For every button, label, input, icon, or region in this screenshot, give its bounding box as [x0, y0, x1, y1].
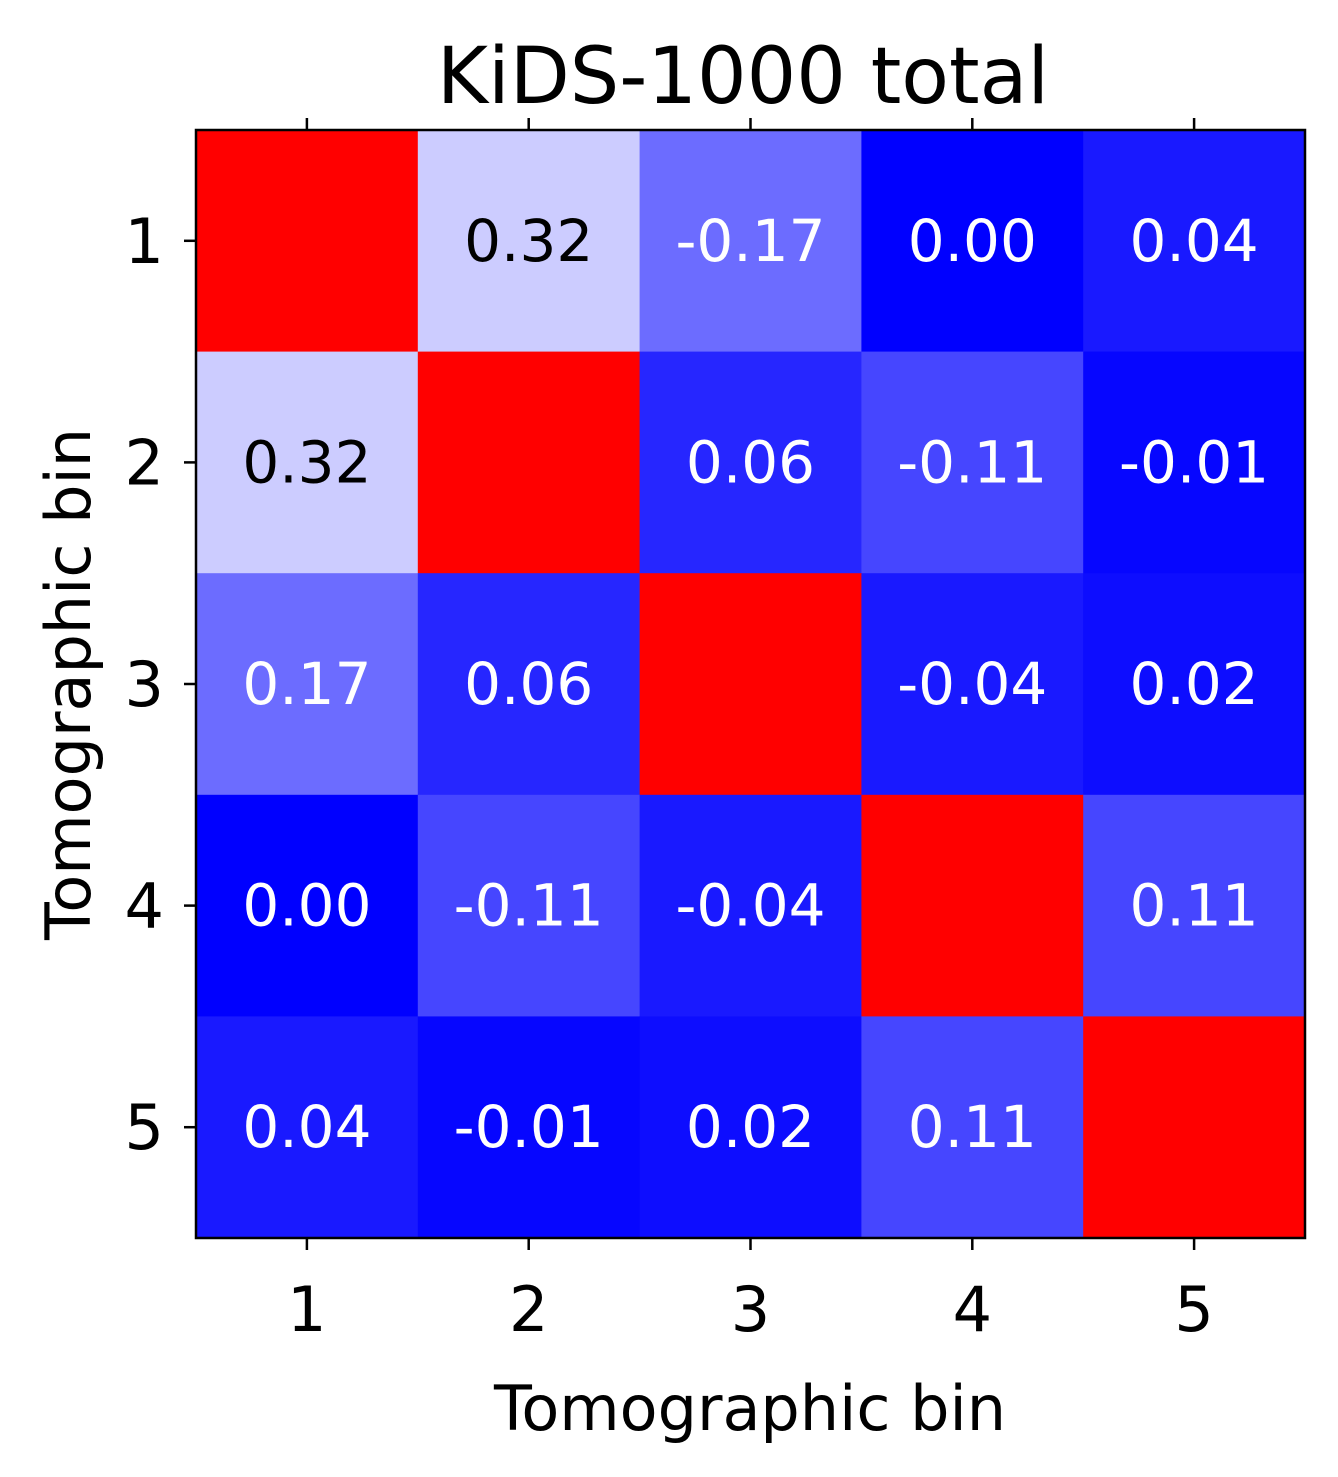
heatmap-cell-r2-c2 [417, 351, 641, 574]
heatmap-cell-r3-c2 [417, 573, 641, 796]
cell-value-label: -0.04 [675, 872, 825, 940]
x-tick-label: 1 [287, 1273, 326, 1346]
heatmap-cell-r1-c1 [196, 130, 419, 353]
heatmap-cell-r3-c3 [639, 573, 862, 796]
y-axis-label: Tomographic bin [32, 428, 105, 941]
cell-value-label: 0.02 [1130, 650, 1259, 718]
heatmap-cell-r1-c2 [417, 130, 641, 353]
heatmap-cell-r3-c1 [196, 573, 419, 796]
heatmap-cell-r4-c3 [639, 794, 862, 1017]
cell-value-label: -0.11 [454, 872, 604, 940]
heatmap-cell-labels: 0.32 -0.17 0.00 0.04 0.32 0.06 -0.11 -0.01 0.17 0… [242, 207, 1269, 1161]
heatmap-cell-r5-c3 [639, 1016, 862, 1239]
chart-title: KiDS-1000 total [437, 32, 1049, 122]
y-tick-label: 5 [125, 1091, 164, 1164]
x-tick-label: 4 [953, 1273, 992, 1346]
cell-value-label: 0.04 [242, 1093, 371, 1161]
x-tick-label: 5 [1174, 1273, 1213, 1346]
y-tick-label: 1 [125, 205, 164, 278]
heatmap-cell-r4-c4 [861, 794, 1084, 1017]
heatmap-cells [196, 130, 1306, 1239]
cell-value-label: -0.17 [675, 207, 825, 275]
x-axis-label: Tomographic bin [493, 1372, 1006, 1445]
heatmap-cell-r2-c4 [861, 351, 1084, 574]
x-tick-label: 3 [731, 1273, 770, 1346]
heatmap-cell-r4-c2 [417, 794, 641, 1017]
cell-value-label: 0.32 [464, 207, 593, 275]
heatmap-cell-r5-c5 [1083, 1016, 1306, 1239]
cell-value-label: 0.32 [242, 428, 371, 496]
cell-value-label: -0.11 [897, 428, 1047, 496]
heatmap-cell-r5-c1 [196, 1016, 419, 1239]
y-tick-label: 4 [125, 870, 164, 943]
cell-value-label: -0.04 [897, 650, 1047, 718]
cell-value-label: 0.11 [908, 1093, 1037, 1161]
cell-value-label: -0.01 [1119, 428, 1269, 496]
heatmap-cell-r1-c4 [861, 130, 1084, 353]
cell-value-label: -0.01 [454, 1093, 604, 1161]
cell-value-label: 0.00 [242, 872, 371, 940]
heatmap-cell-r5-c4 [861, 1016, 1084, 1239]
cell-value-label: 0.00 [908, 207, 1037, 275]
cell-value-label: 0.04 [1130, 207, 1259, 275]
heatmap-cell-r2-c3 [639, 351, 862, 574]
heatmap-cell-r3-c5 [1083, 573, 1306, 796]
heatmap-cell-r2-c5 [1083, 351, 1306, 574]
heatmap-cell-r2-c1 [196, 351, 419, 574]
y-tick-label: 3 [125, 648, 164, 721]
cell-value-label: 0.17 [242, 650, 371, 718]
heatmap-cell-r4-c5 [1083, 794, 1306, 1017]
cell-value-label: 0.11 [1130, 872, 1259, 940]
cell-value-label: 0.06 [464, 650, 593, 718]
y-tick-label: 2 [125, 426, 164, 499]
x-tick-label: 2 [509, 1273, 548, 1346]
cell-value-label: 0.02 [686, 1093, 815, 1161]
heatmap-cell-r1-c3 [639, 130, 862, 353]
cell-value-label: 0.06 [686, 428, 815, 496]
heatmap-cell-r1-c5 [1083, 130, 1306, 353]
heatmap-cell-r3-c4 [861, 573, 1084, 796]
heatmap-cell-r5-c2 [417, 1016, 641, 1239]
heatmap-cell-r4-c1 [196, 794, 419, 1017]
axis-ticks: 1 1 2 2 3 3 4 4 5 5 [125, 118, 1214, 1346]
